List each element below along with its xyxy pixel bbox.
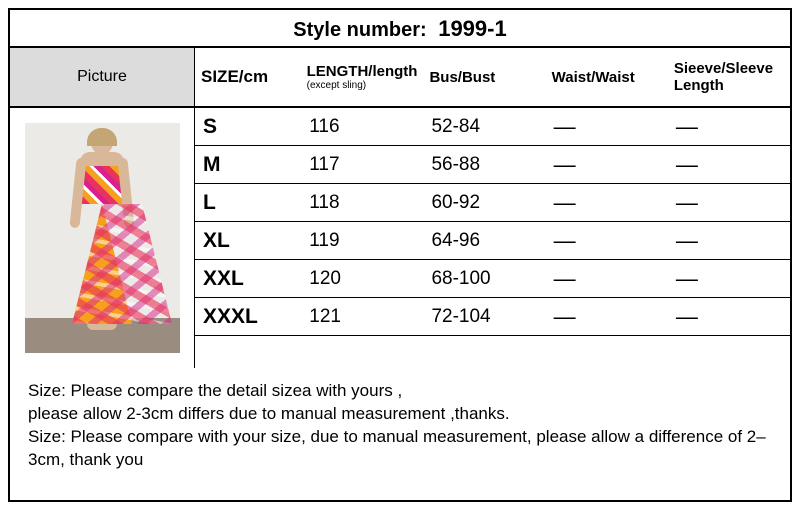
cell-waist: — (546, 266, 668, 292)
cell-sleeve: — (668, 228, 790, 254)
cell-length: 120 (301, 268, 423, 290)
cell-waist: — (546, 304, 668, 330)
col-header-length-main: LENGTH/length (307, 63, 418, 80)
cell-bust: 60-92 (423, 192, 545, 214)
figure-skirt-pattern (72, 204, 172, 324)
cell-size: S (195, 115, 301, 139)
col-header-length-sub: (except sling) (307, 80, 418, 91)
note-line-2: please allow 2-3cm differs due to manual… (28, 403, 772, 426)
cell-bust: 56-88 (423, 154, 545, 176)
col-header-size: SIZE/cm (195, 48, 301, 106)
figure-dress-top (82, 166, 122, 204)
table-body: S11652-84——M11756-88——L11860-92——XL11964… (195, 108, 790, 336)
note-line-3: Size: Please compare with your size, due… (28, 426, 772, 472)
cell-size: XXXL (195, 305, 301, 329)
cell-bust: 64-96 (423, 230, 545, 252)
figure-hair (87, 128, 117, 146)
cell-sleeve: — (668, 304, 790, 330)
cell-bust: 68-100 (423, 268, 545, 290)
col-header-length: LENGTH/length (except sling) (301, 48, 424, 106)
figure-dress-skirt (72, 204, 132, 324)
picture-column-header: Picture (10, 48, 195, 108)
cell-bust: 72-104 (423, 306, 545, 328)
cell-length: 116 (301, 116, 423, 138)
table-row: M11756-88—— (195, 146, 790, 184)
note-line-1: Size: Please compare the detail sizea wi… (28, 380, 772, 403)
cell-sleeve: — (668, 114, 790, 140)
size-notes: Size: Please compare the detail sizea wi… (10, 368, 790, 478)
col-header-bust: Bus/Bust (423, 48, 545, 106)
size-chart-container: Style number: 1999-1 Picture (8, 8, 792, 502)
cell-sleeve: — (668, 266, 790, 292)
cell-bust: 52-84 (423, 116, 545, 138)
cell-length: 118 (301, 192, 423, 214)
style-number-header: Style number: 1999-1 (10, 10, 790, 46)
cell-size: L (195, 191, 301, 215)
cell-waist: — (546, 114, 668, 140)
cell-size: M (195, 153, 301, 177)
picture-column: Picture (10, 48, 195, 368)
cell-sleeve: — (668, 152, 790, 178)
main-area: Picture (10, 48, 790, 368)
size-table: SIZE/cm LENGTH/length (except sling) Bus… (195, 48, 790, 368)
table-row: XL11964-96—— (195, 222, 790, 260)
col-header-waist: Waist/Waist (546, 48, 668, 106)
cell-waist: — (546, 190, 668, 216)
table-row: XXXL12172-104—— (195, 298, 790, 336)
cell-length: 117 (301, 154, 423, 176)
cell-waist: — (546, 228, 668, 254)
cell-length: 119 (301, 230, 423, 252)
table-row: L11860-92—— (195, 184, 790, 222)
col-header-sleeve: Sieeve/Sleeve Length (668, 48, 790, 106)
image-figure (57, 128, 147, 330)
product-image (25, 123, 180, 353)
table-row: XXL12068-100—— (195, 260, 790, 298)
table-header-row: SIZE/cm LENGTH/length (except sling) Bus… (195, 48, 790, 108)
style-number-label: Style number: (293, 19, 426, 41)
style-number-value: 1999-1 (438, 16, 507, 41)
table-row: S11652-84—— (195, 108, 790, 146)
cell-size: XL (195, 229, 301, 253)
cell-waist: — (546, 152, 668, 178)
cell-size: XXL (195, 267, 301, 291)
cell-length: 121 (301, 306, 423, 328)
picture-cell (10, 108, 195, 368)
cell-sleeve: — (668, 190, 790, 216)
